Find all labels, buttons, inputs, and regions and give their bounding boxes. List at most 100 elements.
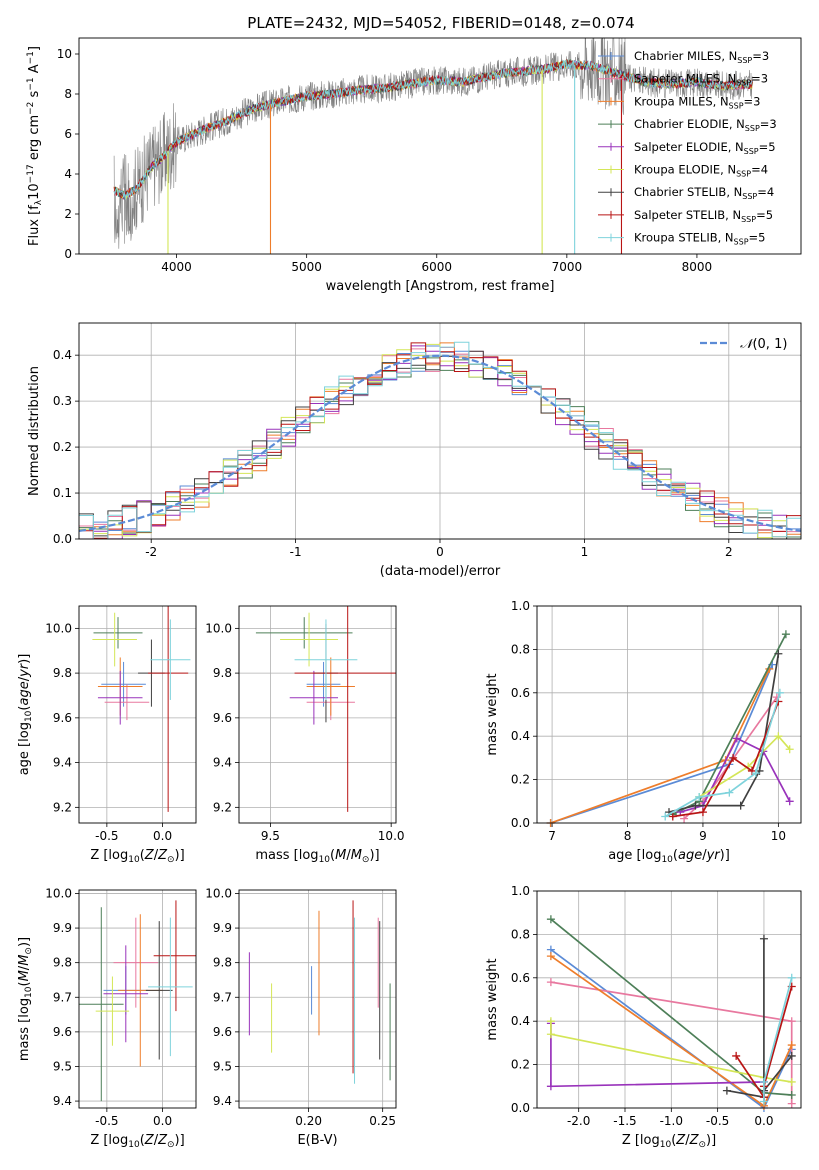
x-tick-label: -0.5 bbox=[706, 1114, 729, 1128]
residual-histogram-7 bbox=[79, 342, 801, 539]
y-tick-label: 9.7 bbox=[53, 990, 72, 1004]
y-tick-label: 9.9 bbox=[213, 921, 232, 935]
y-axis-label: Flux [fλ10−17 erg cm−2 s−1 A−1] bbox=[26, 46, 44, 246]
mass-weight-marker bbox=[736, 801, 745, 810]
mass-weight-marker bbox=[759, 1077, 768, 1086]
x-axis-label: Z [log10(Z/Z⊙)] bbox=[90, 848, 184, 865]
mass-weight-line-6 bbox=[668, 653, 780, 813]
massweight-vs-age-axes: 7 8 9 10 0.0 0.2 0.4 0.6 0.8 1.0 mass weight bbox=[485, 599, 801, 843]
y-tick-label: 0.2 bbox=[511, 1058, 530, 1072]
x-axis-label: E(B-V) bbox=[297, 1133, 337, 1148]
mass-weight-marker bbox=[787, 1017, 796, 1026]
mass-vs-EBV-frame bbox=[238, 889, 397, 1109]
y-tick-label: 9.6 bbox=[53, 1025, 72, 1039]
spectrum-legend: Chabrier MILES, NSSP=3 Salpeter MILES, NS… bbox=[598, 49, 777, 247]
y-tick-label: 0.6 bbox=[511, 971, 530, 985]
y-tick-label: 6 bbox=[64, 127, 72, 141]
mass-weight-marker bbox=[695, 792, 704, 801]
x-axis-label: Z [log10(Z/Z⊙)] bbox=[90, 1133, 184, 1150]
x-axis-label: Z [log10(Z/Z⊙)] bbox=[622, 1133, 716, 1150]
y-tick-label: 9.4 bbox=[213, 1094, 232, 1108]
spectrum-axes: 4000 5000 6000 7000 8000 0 2 4 6 8 10 wavelength [A… bbox=[57, 47, 712, 294]
mass-weight-marker bbox=[787, 1051, 796, 1060]
residuals-frame bbox=[78, 322, 802, 540]
mass-weight-marker bbox=[774, 732, 783, 741]
x-tick-label: 2 bbox=[725, 545, 733, 559]
y-tick-label: 0.0 bbox=[511, 1101, 530, 1115]
y-tick-label: 9.8 bbox=[53, 666, 72, 680]
y-tick-label: 9.7 bbox=[213, 990, 232, 1004]
y-tick-label: 9.8 bbox=[213, 666, 232, 680]
y-tick-label: 0.4 bbox=[511, 729, 530, 743]
mass-weight-marker bbox=[546, 915, 555, 924]
y-tick-label: 0 bbox=[64, 247, 72, 261]
x-tick-label: -2 bbox=[145, 545, 157, 559]
x-tick-label: 0 bbox=[436, 545, 444, 559]
mass-weight-marker bbox=[725, 788, 734, 797]
x-tick-label: -1.0 bbox=[660, 1114, 683, 1128]
x-tick-label: -0.5 bbox=[95, 1114, 118, 1128]
mass-weight-marker bbox=[698, 808, 707, 817]
legend-entry: Salpeter STELIB, NSSP=5 bbox=[634, 208, 773, 224]
y-tick-label: 0.3 bbox=[53, 394, 72, 408]
y-tick-label: 1.0 bbox=[511, 884, 530, 898]
x-tick-label: 0.25 bbox=[369, 1114, 396, 1128]
mass-weight-marker bbox=[774, 649, 783, 658]
x-tick-label: 6000 bbox=[421, 260, 452, 274]
x-tick-label: 1 bbox=[581, 545, 589, 559]
massweight-vs-Z-axes: -2.0 -1.5 -1.0 -0.5 0.0 0.0 0.2 0.4 0.6 0.8 1.0 mas… bbox=[485, 884, 801, 1128]
mass-weight-marker bbox=[732, 734, 741, 743]
legend-entry: Chabrier STELIB, NSSP=4 bbox=[634, 185, 774, 201]
y-tick-label: 10.0 bbox=[45, 621, 72, 635]
mass-weight-line-8 bbox=[763, 977, 793, 1102]
y-tick-label: 9.4 bbox=[53, 756, 72, 770]
y-tick-label: 0.2 bbox=[511, 773, 530, 787]
massweight-vs-Z-frame bbox=[536, 890, 802, 1109]
legend-entry: Kroupa STELIB, NSSP=5 bbox=[634, 231, 765, 247]
age-vs-Z-axes: -0.5 0.0 9.2 9.4 9.6 9.8 10.0 bbox=[45, 606, 196, 843]
y-tick-label: 0.2 bbox=[53, 440, 72, 454]
y-tick-label: 0.1 bbox=[53, 486, 72, 500]
massweight-vs-age-frame bbox=[536, 605, 802, 824]
y-tick-label: 0.8 bbox=[511, 642, 530, 656]
y-tick-label: 0.0 bbox=[53, 532, 72, 546]
y-axis-label: Normed distribution bbox=[27, 366, 42, 496]
x-axis-label: age [log10(age/yr)] bbox=[608, 848, 730, 865]
legend-entry: Chabrier MILES, NSSP=3 bbox=[634, 49, 769, 65]
mass-weight-marker bbox=[751, 769, 760, 778]
legend-entry: Salpeter ELODIE, NSSP=5 bbox=[634, 140, 776, 156]
y-tick-label: 0.4 bbox=[511, 1014, 530, 1028]
model-spectrum-8 bbox=[113, 59, 753, 200]
y-axis-label: mass weight bbox=[485, 673, 500, 755]
mass-weight-marker bbox=[732, 1051, 741, 1060]
x-tick-label: 0.20 bbox=[295, 1114, 322, 1128]
x-tick-label: 0.0 bbox=[153, 1114, 172, 1128]
y-tick-label: 2 bbox=[64, 207, 72, 221]
residuals-axes: -2 -1 0 1 2 0.0 0.1 0.2 0.3 0.4 (data-model)/error… bbox=[27, 323, 801, 579]
y-tick-label: 8 bbox=[64, 87, 72, 101]
mass-vs-Z-frame bbox=[78, 889, 197, 1109]
mass-weight-marker bbox=[787, 1077, 796, 1086]
x-tick-label: 5000 bbox=[291, 260, 322, 274]
x-tick-label: 0.0 bbox=[754, 1114, 773, 1128]
mass-weight-marker bbox=[722, 1086, 731, 1095]
residual-histogram-8 bbox=[79, 341, 801, 539]
mass-vs-Z-axes: -0.5 0.0 9.4 9.5 9.6 9.7 9.8 9.9 10.0 bbox=[45, 886, 196, 1128]
y-tick-label: 9.4 bbox=[213, 756, 232, 770]
legend-entry: Kroupa MILES, NSSP=3 bbox=[634, 94, 760, 110]
x-tick-label: 8 bbox=[624, 829, 632, 843]
age-vs-mass-axes: 9.5 10.0 9.2 9.4 9.6 9.8 10.0 bbox=[205, 606, 405, 843]
y-tick-label: 0.0 bbox=[511, 816, 530, 830]
mass-weight-marker bbox=[546, 1082, 555, 1091]
x-tick-label: -0.5 bbox=[95, 829, 118, 843]
mass-weight-line-5 bbox=[550, 1021, 792, 1083]
age-vs-mass-frame bbox=[238, 605, 397, 824]
y-tick-label: 10 bbox=[57, 47, 72, 61]
y-axis-label: age [log10(age/yr)] bbox=[17, 654, 34, 776]
mass-vs-EBV-axes: 0.20 0.25 9.4 9.5 9.6 9.7 9.8 9.9 10.0 E(B-V) bbox=[205, 886, 396, 1148]
y-tick-label: 9.4 bbox=[53, 1094, 72, 1108]
x-tick-label: 10.0 bbox=[378, 829, 405, 843]
mass-weight-line-0 bbox=[550, 664, 774, 823]
x-tick-label: -1.5 bbox=[613, 1114, 636, 1128]
